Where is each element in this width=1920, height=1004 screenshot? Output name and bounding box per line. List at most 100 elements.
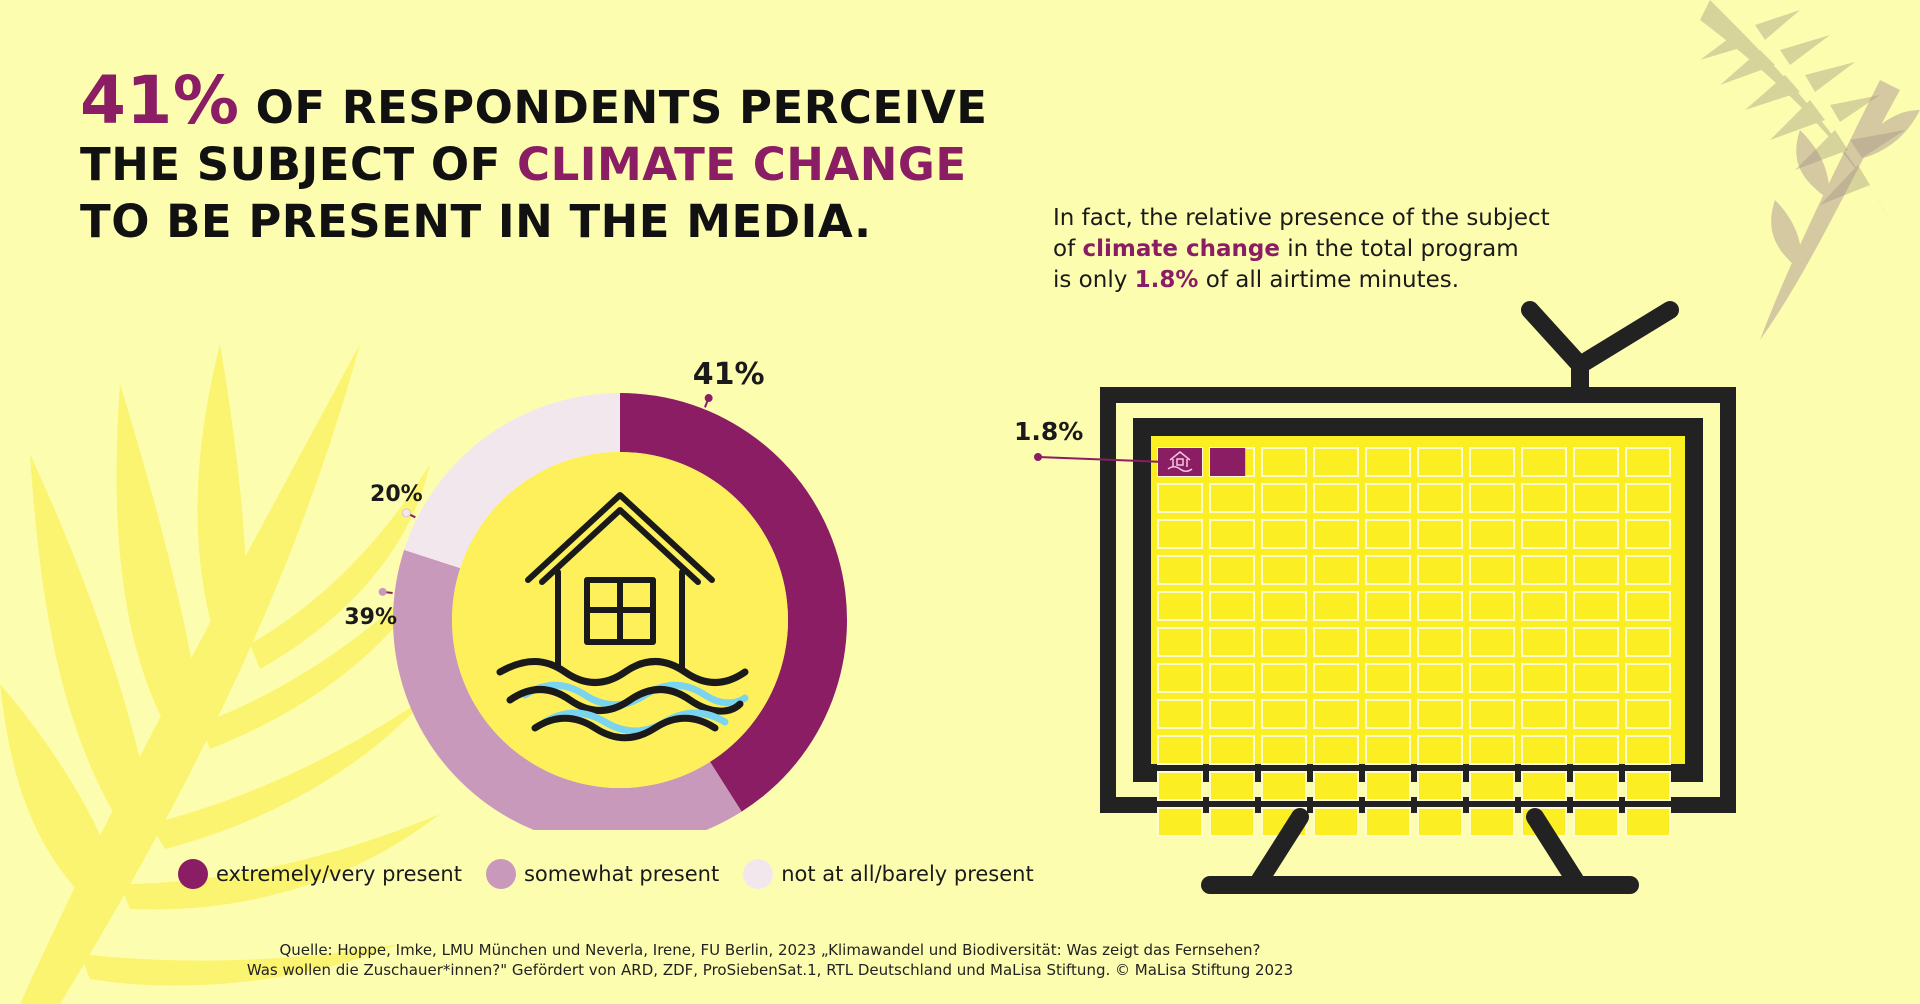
- airtime-cell: [1157, 627, 1203, 657]
- airtime-cell: [1157, 771, 1203, 801]
- donut-slices: [393, 393, 847, 830]
- airtime-cell: [1469, 735, 1515, 765]
- airtime-cell: [1209, 735, 1255, 765]
- airtime-cell: [1261, 735, 1307, 765]
- airtime-cell: [1417, 771, 1463, 801]
- airtime-cell: [1625, 591, 1671, 621]
- airtime-cell: [1313, 663, 1359, 693]
- airtime-cell: [1469, 519, 1515, 549]
- source-note: Quelle: Hoppe, Imke, LMU München und Nev…: [0, 940, 1540, 980]
- airtime-cell: [1469, 699, 1515, 729]
- airtime-cell: [1261, 627, 1307, 657]
- airtime-cell: [1417, 627, 1463, 657]
- airtime-cell: [1469, 663, 1515, 693]
- tv-label-leader: [1037, 456, 1166, 463]
- airtime-cell: [1521, 663, 1567, 693]
- airtime-cell: [1365, 807, 1411, 837]
- airtime-cell: [1521, 627, 1567, 657]
- airtime-cell: [1209, 591, 1255, 621]
- airtime-cell: [1573, 447, 1619, 477]
- legend: extremely/very present somewhat present …: [178, 858, 1058, 890]
- airtime-cell: [1365, 627, 1411, 657]
- subtext-line-2a: of: [1053, 236, 1083, 262]
- airtime-cell: [1625, 483, 1671, 513]
- airtime-cell: [1365, 555, 1411, 585]
- headline-line-2: THE SUBJECT OF CLIMATE CHANGE: [80, 136, 980, 193]
- legend-item-extremely: extremely/very present: [178, 859, 462, 889]
- airtime-cell: [1313, 699, 1359, 729]
- airtime-cell: [1209, 807, 1255, 837]
- tv-percent-label: 1.8%: [1014, 417, 1083, 446]
- airtime-cell: [1469, 771, 1515, 801]
- donut-label-not-at-all: 20%: [370, 482, 423, 507]
- airtime-cell: [1417, 519, 1463, 549]
- headline-part-2a: THE SUBJECT OF: [80, 138, 518, 191]
- headline-part-1: OF RESPONDENTS PERCEIVE: [239, 81, 988, 134]
- airtime-cell: [1417, 807, 1463, 837]
- airtime-cell: [1469, 447, 1515, 477]
- airtime-cell: [1365, 699, 1411, 729]
- airtime-cell: [1625, 735, 1671, 765]
- airtime-cell: [1521, 699, 1567, 729]
- legend-item-not-at-all: not at all/barely present: [743, 859, 1034, 889]
- donut-label-extremely: 41%: [693, 357, 765, 392]
- headline-climate-change: CLIMATE CHANGE: [517, 138, 967, 191]
- airtime-cell: [1521, 771, 1567, 801]
- airtime-cell: [1469, 555, 1515, 585]
- airtime-cell: [1157, 483, 1203, 513]
- legend-label-somewhat: somewhat present: [523, 862, 720, 886]
- airtime-cell: [1261, 483, 1307, 513]
- airtime-cell: [1365, 519, 1411, 549]
- airtime-cell: [1261, 699, 1307, 729]
- airtime-cell: [1261, 519, 1307, 549]
- airtime-cell: [1469, 627, 1515, 657]
- airtime-cell: [1209, 699, 1255, 729]
- airtime-cell: [1573, 699, 1619, 729]
- airtime-cell: [1573, 555, 1619, 585]
- airtime-cell: [1625, 771, 1671, 801]
- airtime-cell: [1157, 735, 1203, 765]
- fern-decoration: [1700, 0, 1920, 340]
- airtime-cell: [1573, 807, 1619, 837]
- headline-line-1: 41% OF RESPONDENTS PERCEIVE: [80, 68, 987, 136]
- airtime-cell: [1521, 483, 1567, 513]
- airtime-cell: [1209, 519, 1255, 549]
- airtime-cell: [1573, 735, 1619, 765]
- airtime-cell: [1209, 483, 1255, 513]
- airtime-cell: [1417, 663, 1463, 693]
- airtime-grid: [1157, 447, 1671, 837]
- legend-swatch-somewhat: [485, 859, 516, 889]
- airtime-cell: [1469, 591, 1515, 621]
- airtime-cell: [1573, 771, 1619, 801]
- airtime-cell: [1313, 555, 1359, 585]
- airtime-cell: [1209, 555, 1255, 585]
- airtime-cell: [1469, 483, 1515, 513]
- airtime-cell: [1417, 483, 1463, 513]
- subtext-line-3a: is only: [1053, 267, 1135, 293]
- airtime-cell: [1261, 447, 1307, 477]
- donut-labels: 41% 39% 20%: [344, 357, 764, 630]
- airtime-cell: [1261, 555, 1307, 585]
- airtime-cell: [1521, 735, 1567, 765]
- airtime-cell: [1417, 699, 1463, 729]
- headline-percent: 41%: [80, 62, 240, 139]
- airtime-cell: [1521, 555, 1567, 585]
- airtime-cell: [1573, 663, 1619, 693]
- tv-label-dot: [1034, 453, 1042, 461]
- airtime-cell-climate-partial: [1210, 448, 1246, 476]
- subtext-line-2c: in the total program: [1279, 236, 1519, 262]
- legend-swatch-not-at-all: [743, 859, 774, 889]
- airtime-cell: [1209, 627, 1255, 657]
- tv-outer-frame: [1100, 387, 1736, 813]
- airtime-cell: [1625, 663, 1671, 693]
- airtime-cell: [1313, 519, 1359, 549]
- legend-label-extremely: extremely/very present: [216, 862, 462, 886]
- airtime-cell: [1313, 627, 1359, 657]
- airtime-cell: [1313, 591, 1359, 621]
- source-line-2: Was wollen die Zuschauer*innen?" Geförde…: [246, 961, 1294, 979]
- airtime-cell: [1313, 735, 1359, 765]
- airtime-cell: [1521, 591, 1567, 621]
- airtime-cell: [1365, 483, 1411, 513]
- headline: 41% OF RESPONDENTS PERCEIVE THE SUBJECT …: [80, 68, 987, 250]
- airtime-cell: [1261, 591, 1307, 621]
